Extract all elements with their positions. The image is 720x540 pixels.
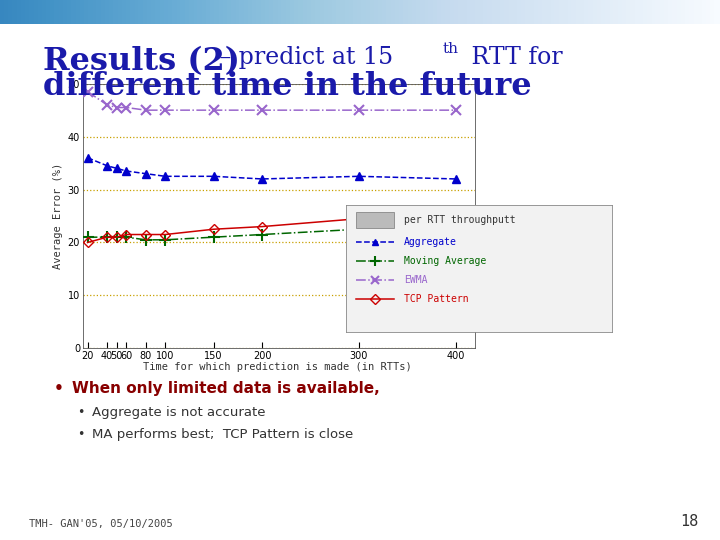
Text: TMH- GAN'05, 05/10/2005: TMH- GAN'05, 05/10/2005 [29, 518, 173, 529]
Text: Results (2): Results (2) [43, 46, 240, 77]
Text: 18: 18 [680, 515, 698, 530]
Text: When only limited data is available,: When only limited data is available, [72, 381, 379, 396]
Text: Aggregate: Aggregate [404, 237, 457, 247]
Text: th: th [443, 42, 459, 56]
Text: different time in the future: different time in the future [43, 71, 532, 102]
Bar [356, 212, 394, 228]
Text: Time for which prediction is made (in RTTs): Time for which prediction is made (in RT… [143, 362, 412, 372]
Text: Moving Average: Moving Average [404, 256, 487, 266]
Text: – predict at 15: – predict at 15 [212, 46, 394, 69]
Text: MA performs best;  TCP Pattern is close: MA performs best; TCP Pattern is close [92, 428, 354, 441]
Text: Aggregate is not accurate: Aggregate is not accurate [92, 406, 266, 419]
Text: EWMA: EWMA [404, 275, 428, 285]
Text: per RTT throughputt: per RTT throughputt [404, 215, 516, 225]
Text: •: • [78, 406, 89, 419]
Text: RTT for: RTT for [464, 46, 563, 69]
Text: •: • [78, 428, 89, 441]
Text: TCP Pattern: TCP Pattern [404, 294, 469, 304]
Y-axis label: Average Error (%): Average Error (%) [53, 163, 63, 269]
Text: •: • [54, 381, 69, 396]
